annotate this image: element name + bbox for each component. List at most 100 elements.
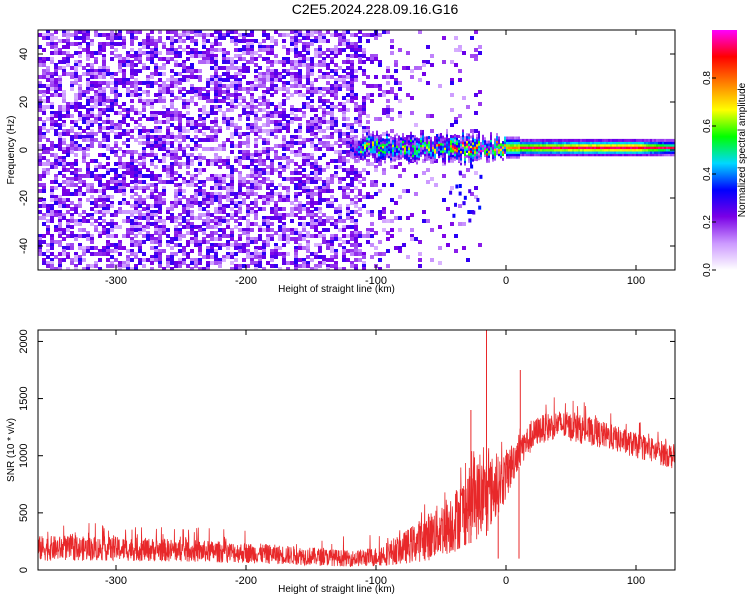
signal-cell (360, 150, 362, 154)
signal-cell (570, 141, 572, 145)
noise-cell (318, 54, 322, 58)
signal-cell (516, 146, 518, 150)
noise-cell (190, 162, 194, 166)
noise-cell (246, 186, 250, 190)
noise-cell (454, 36, 458, 40)
noise-cell (334, 150, 338, 154)
noise-cell (294, 48, 298, 52)
signal-cell (408, 142, 410, 146)
noise-cell (306, 45, 310, 49)
noise-cell (66, 51, 70, 55)
signal-cell (372, 131, 374, 135)
noise-cell (246, 114, 250, 118)
noise-cell (302, 264, 306, 268)
noise-cell (410, 213, 414, 217)
noise-cell (198, 96, 202, 100)
noise-cell (158, 147, 162, 151)
noise-cell (454, 48, 458, 52)
noise-cell (150, 189, 154, 193)
signal-cell (574, 141, 576, 145)
noise-cell (370, 222, 374, 226)
signal-cell (434, 157, 436, 161)
noise-cell (134, 150, 138, 154)
noise-cell (254, 210, 258, 214)
noise-cell (42, 90, 46, 94)
noise-cell (218, 264, 222, 268)
noise-cell (254, 180, 258, 184)
signal-cell (408, 154, 410, 158)
noise-cell (150, 54, 154, 58)
noise-cell (186, 156, 190, 160)
noise-cell (270, 60, 274, 64)
noise-cell (314, 39, 318, 43)
noise-cell (102, 33, 106, 37)
noise-cell (342, 30, 346, 34)
noise-cell (62, 213, 66, 217)
noise-cell (154, 129, 158, 133)
signal-cell (592, 143, 594, 147)
noise-cell (342, 81, 346, 85)
signal-cell (584, 141, 586, 145)
noise-cell (214, 159, 218, 163)
noise-cell (222, 36, 226, 40)
noise-cell (142, 102, 146, 106)
noise-cell (94, 252, 98, 256)
noise-cell (42, 234, 46, 238)
noise-cell (346, 159, 350, 163)
noise-cell (202, 120, 206, 124)
noise-cell (250, 174, 254, 178)
noise-cell (334, 81, 338, 85)
noise-cell (310, 210, 314, 214)
noise-cell (162, 63, 166, 67)
noise-cell (146, 93, 150, 97)
noise-cell (226, 195, 230, 199)
noise-cell (222, 78, 226, 82)
noise-cell (42, 126, 46, 130)
noise-cell (70, 87, 74, 91)
noise-cell (162, 135, 166, 139)
noise-cell (62, 132, 66, 136)
noise-cell (234, 126, 238, 130)
noise-cell (102, 93, 106, 97)
noise-cell (114, 132, 118, 136)
noise-cell (202, 198, 206, 202)
noise-cell (62, 30, 66, 34)
noise-cell (162, 87, 166, 91)
noise-cell (182, 69, 186, 73)
noise-cell (350, 231, 354, 235)
signal-cell (482, 139, 484, 143)
noise-cell (90, 120, 94, 124)
noise-cell (334, 90, 338, 94)
noise-cell (50, 186, 54, 190)
signal-cell (446, 138, 448, 142)
noise-cell (270, 129, 274, 133)
noise-cell (230, 261, 234, 265)
noise-cell (294, 84, 298, 88)
noise-cell (286, 234, 290, 238)
signal-cell (462, 131, 464, 135)
noise-cell (238, 48, 242, 52)
noise-cell (194, 93, 198, 97)
noise-cell (254, 120, 258, 124)
noise-cell (142, 234, 146, 238)
noise-cell (294, 183, 298, 187)
signal-cell (454, 157, 456, 161)
noise-cell (54, 162, 58, 166)
signal-cell (464, 157, 466, 161)
noise-cell (86, 237, 90, 241)
signal-cell (570, 150, 572, 154)
noise-cell (246, 111, 250, 115)
noise-cell (342, 33, 346, 37)
noise-cell (290, 60, 294, 64)
noise-cell (230, 168, 234, 172)
noise-cell (106, 195, 110, 199)
signal-cell (456, 151, 458, 155)
signal-cell (582, 146, 584, 150)
noise-cell (350, 183, 354, 187)
signal-cell (588, 143, 590, 147)
signal-cell (498, 146, 500, 150)
noise-cell (202, 96, 206, 100)
noise-cell (350, 90, 354, 94)
noise-cell (178, 129, 182, 133)
noise-cell (222, 210, 226, 214)
